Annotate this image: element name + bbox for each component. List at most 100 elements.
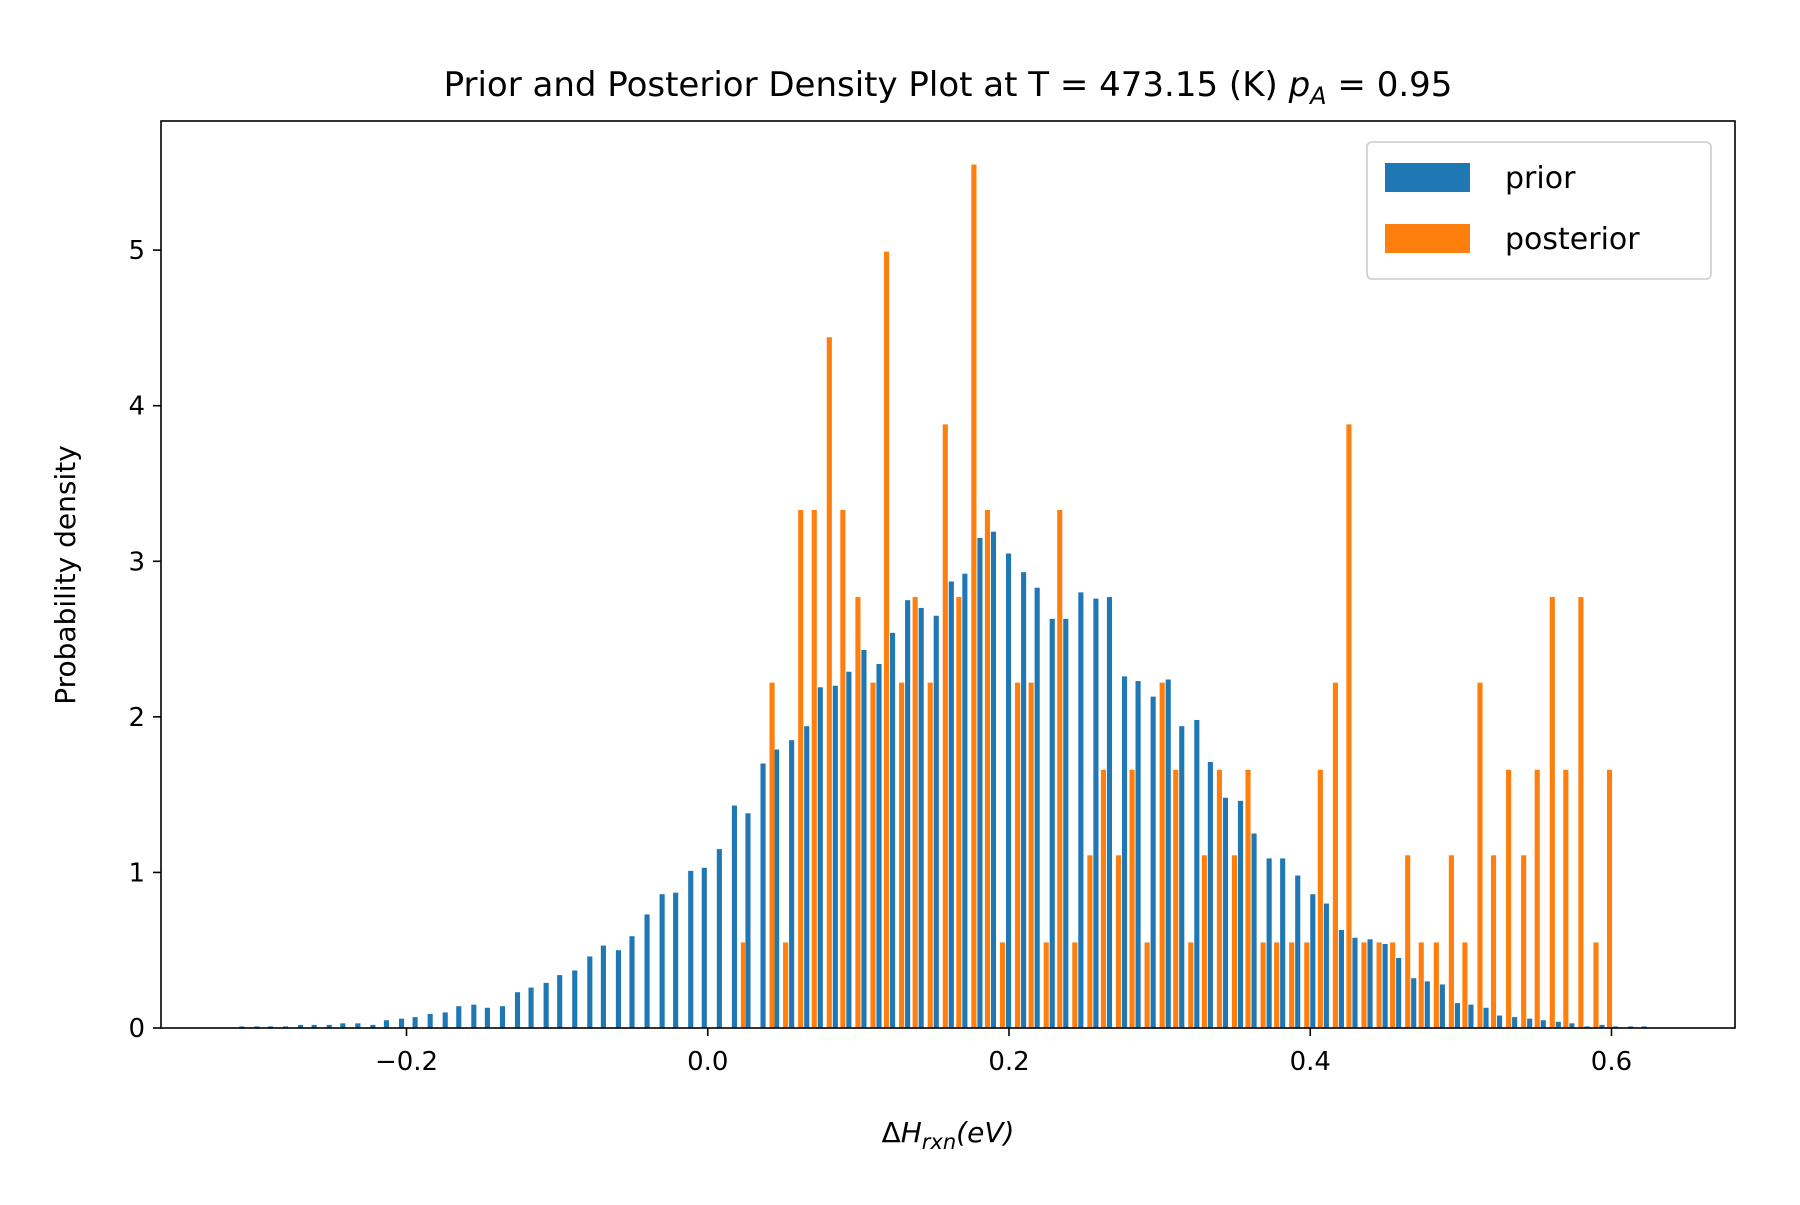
x-axis-label-var: H: [901, 1116, 922, 1149]
prior-bar: [1005, 553, 1012, 1028]
prior-bar: [1078, 592, 1084, 1028]
posterior-bar: [1376, 942, 1382, 1028]
prior-bar: [962, 573, 968, 1028]
posterior-bar: [1390, 942, 1396, 1028]
posterior-bar: [1289, 942, 1295, 1028]
posterior-bar: [956, 597, 962, 1028]
prior-bar: [370, 1024, 376, 1028]
prior-bar: [514, 992, 521, 1028]
prior-bar: [716, 849, 722, 1028]
prior-bar: [572, 970, 578, 1028]
prior-bar: [846, 671, 852, 1028]
x-axis-label-rest: (eV): [956, 1116, 1014, 1149]
plot-frame: [160, 120, 1736, 1029]
x-tick-label: 0.2: [988, 1047, 1029, 1077]
posterior-bar: [798, 509, 804, 1028]
prior-bar: [644, 914, 650, 1028]
prior-bar: [383, 1020, 390, 1028]
prior-bar: [659, 894, 665, 1028]
x-tick-label: 0.0: [687, 1047, 728, 1077]
posterior-bar: [1433, 942, 1439, 1028]
prior-bar: [948, 581, 954, 1028]
prior-bar: [587, 956, 593, 1028]
prior-bar: [1396, 957, 1402, 1028]
posterior-bar: [883, 251, 890, 1028]
posterior-bar: [1015, 682, 1021, 1028]
x-axis-label-prefix: Δ: [882, 1116, 901, 1149]
prior-bar: [1310, 894, 1316, 1028]
chart-title: Prior and Posterior Density Plot at T = …: [444, 65, 1453, 110]
prior-bar: [1599, 1024, 1605, 1028]
prior-bar: [1135, 681, 1141, 1028]
posterior-bar: [899, 682, 905, 1028]
posterior-bar: [1057, 509, 1063, 1028]
posterior-bar: [1144, 942, 1150, 1028]
prior-bar: [804, 726, 810, 1028]
y-tick-label: 1: [128, 858, 145, 888]
chart-title-sub: A: [1308, 82, 1326, 110]
posterior-bar: [1231, 855, 1238, 1028]
y-tick-label: 2: [128, 703, 145, 733]
posterior-bar: [811, 509, 817, 1028]
posterior-bar: [1274, 942, 1280, 1028]
prior-bar: [298, 1024, 304, 1028]
prior-bar: [600, 945, 606, 1028]
prior-bar: [1093, 598, 1099, 1028]
prior-bar: [890, 632, 896, 1028]
posterior-bar: [855, 597, 861, 1028]
prior-bar: [701, 867, 707, 1028]
x-tick-label: −0.2: [375, 1047, 438, 1077]
prior-bar: [311, 1024, 317, 1028]
prior-bar: [1150, 696, 1156, 1028]
posterior-bar: [1028, 682, 1034, 1028]
posterior-bar: [769, 682, 775, 1028]
posterior-bar: [1593, 942, 1599, 1028]
prior-bar: [471, 1004, 477, 1028]
prior-bar: [1382, 943, 1388, 1028]
posterior-bar: [1448, 855, 1454, 1028]
y-tick-label: 4: [128, 392, 145, 422]
chart-title-rest: = 0.95: [1327, 65, 1453, 105]
prior-bar: [1266, 858, 1272, 1028]
prior-bar: [774, 749, 780, 1028]
posterior-bar: [1304, 942, 1310, 1028]
prior-bar: [326, 1024, 332, 1028]
prior-bar: [1439, 984, 1445, 1028]
posterior-bar: [1201, 855, 1207, 1028]
posterior-bar: [1072, 942, 1078, 1028]
ticks-layer: −0.2 0.0 0.2 0.4 0.6 0 1 2 3 4 5: [128, 236, 1632, 1077]
posterior-bar: [1129, 769, 1135, 1028]
posterior-bar: [999, 942, 1006, 1028]
prior-bar: [615, 950, 621, 1028]
prior-bar: [427, 1014, 433, 1028]
prior-bar: [933, 615, 939, 1028]
legend-swatch-prior: [1385, 163, 1470, 192]
posterior-bar: [1245, 769, 1251, 1028]
prior-bar: [1468, 1004, 1474, 1028]
prior-bar: [977, 537, 983, 1028]
prior-bar: [1352, 937, 1358, 1028]
posterior-bar: [984, 509, 991, 1028]
prior-bar: [340, 1023, 346, 1028]
posterior-bar: [1173, 769, 1179, 1028]
legend-label-posterior: posterior: [1505, 222, 1640, 257]
prior-bar: [1483, 1007, 1489, 1028]
prior-bar: [557, 975, 563, 1028]
prior-bar: [1454, 1003, 1460, 1028]
posterior-bar: [1332, 682, 1338, 1028]
chart-title-text: Prior and Posterior Density Plot at T = …: [444, 65, 1278, 105]
posterior-bar: [1087, 855, 1093, 1028]
prior-bar: [1179, 726, 1185, 1028]
prior-bar: [355, 1023, 361, 1028]
chart-title-var: p: [1288, 65, 1311, 105]
prior-bar: [817, 687, 823, 1028]
prior-bar: [543, 982, 549, 1028]
posterior-bar: [1563, 769, 1569, 1028]
prior-bar: [1280, 858, 1286, 1028]
y-tick-label: 0: [128, 1014, 145, 1044]
posterior-bar: [942, 424, 948, 1028]
prior-bar: [1527, 1018, 1533, 1028]
prior-bar: [1063, 618, 1069, 1028]
posterior-bar: [1490, 855, 1497, 1028]
